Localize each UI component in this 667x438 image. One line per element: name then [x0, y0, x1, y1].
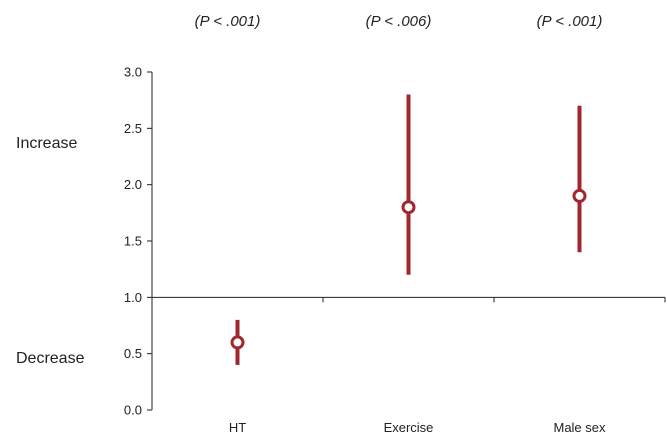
p-value-label: (P < .001): [537, 13, 603, 30]
y-tick-label: 2.5: [124, 121, 142, 136]
y-tick-label: 3.0: [124, 65, 142, 80]
y-tick-label: 2.0: [124, 177, 142, 192]
labels: Increase Decrease: [16, 135, 85, 367]
y-tick-label: 1.5: [124, 234, 142, 249]
category-label: HT: [229, 420, 246, 435]
decrease-label: Decrease: [16, 350, 85, 367]
x-ticks: HT (P < .001) Exercise (P < .006) Male sex (P…: [195, 13, 666, 435]
increase-label: Increase: [16, 135, 77, 152]
y-tick-label: 0.5: [124, 346, 142, 361]
category-label: Male sex: [553, 420, 606, 435]
y-ticks: 0.0 0.5 1.0 1.5 2.0 2.5 3.0: [124, 65, 152, 418]
y-tick-label: 1.0: [124, 290, 142, 305]
p-value-label: (P < .001): [195, 13, 261, 30]
point-estimate: [572, 188, 587, 203]
point-estimate: [230, 335, 245, 350]
y-tick-label: 0.0: [124, 403, 142, 418]
p-value-label: (P < .006): [366, 13, 432, 30]
marks: [230, 94, 587, 365]
point-estimate: [401, 200, 416, 215]
category-label: Exercise: [384, 420, 434, 435]
